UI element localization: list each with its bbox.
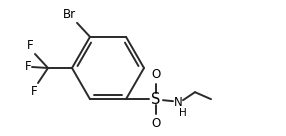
Text: S: S	[151, 92, 161, 107]
Text: F: F	[24, 61, 31, 73]
Text: O: O	[151, 117, 161, 130]
Text: Br: Br	[63, 8, 76, 21]
Text: F: F	[30, 85, 37, 98]
Text: O: O	[151, 68, 161, 81]
Text: F: F	[27, 39, 34, 52]
Text: H: H	[179, 108, 187, 118]
Text: N: N	[174, 96, 182, 109]
